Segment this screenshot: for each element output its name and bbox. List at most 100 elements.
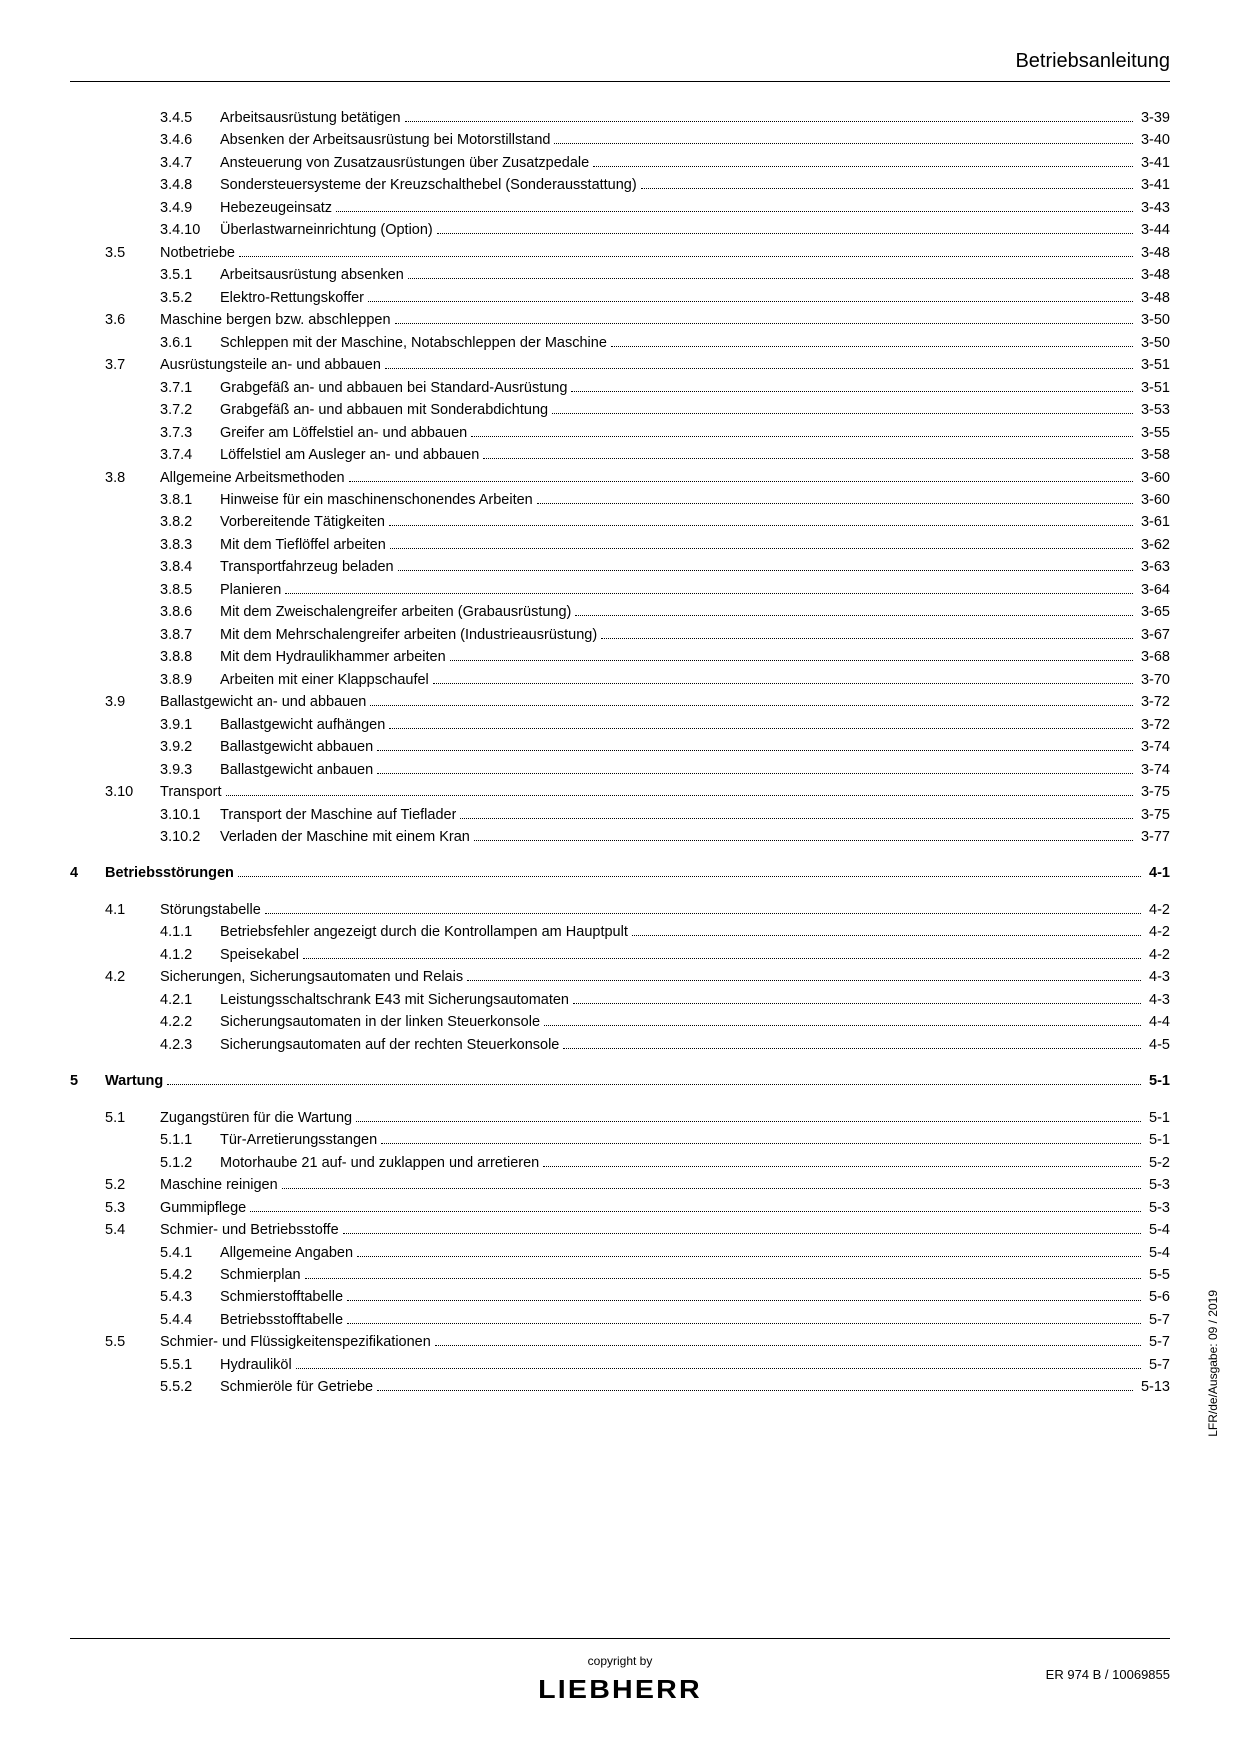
toc-title: Ballastgewicht an- und abbauen xyxy=(160,691,366,713)
toc-title: Hinweise für ein maschinenschonendes Arb… xyxy=(220,489,533,511)
toc-title: Mit dem Mehrschalengreifer arbeiten (Ind… xyxy=(220,624,597,646)
toc-leader-dots xyxy=(390,548,1133,549)
toc-page: 3-75 xyxy=(1137,804,1170,826)
toc-leader-dots xyxy=(167,1084,1141,1085)
toc-title: Transport der Maschine auf Tieflader xyxy=(220,804,456,826)
toc-title: Schmieröle für Getriebe xyxy=(220,1376,373,1398)
toc-row: 3.4.8Sondersteuersysteme der Kreuzschalt… xyxy=(70,174,1170,196)
toc-row: 4.1.1Betriebsfehler angezeigt durch die … xyxy=(70,921,1170,943)
toc-subsection-num: 3.8.7 xyxy=(160,624,220,646)
toc-subsection-num: 3.4.8 xyxy=(160,174,220,196)
toc-title: Schmier- und Flüssigkeitenspezifikatione… xyxy=(160,1331,431,1353)
toc-leader-dots xyxy=(408,278,1133,279)
toc-page: 3-61 xyxy=(1137,511,1170,533)
toc-leader-dots xyxy=(349,481,1133,482)
toc-title: Störungstabelle xyxy=(160,899,261,921)
toc-row: 3.10.1Transport der Maschine auf Tieflad… xyxy=(70,804,1170,826)
toc-row: 5.5.1Hydrauliköl 5-7 xyxy=(70,1354,1170,1376)
toc-subsection-num: 3.6.1 xyxy=(160,332,220,354)
toc-row: 3.8.8Mit dem Hydraulikhammer arbeiten 3-… xyxy=(70,646,1170,668)
toc-page: 4-4 xyxy=(1145,1011,1170,1033)
toc-title: Mit dem Hydraulikhammer arbeiten xyxy=(220,646,446,668)
toc-row: 3.8.5Planieren 3-64 xyxy=(70,579,1170,601)
toc-page: 3-75 xyxy=(1137,781,1170,803)
toc-page: 5-3 xyxy=(1145,1197,1170,1219)
toc-title: Schmier- und Betriebsstoffe xyxy=(160,1219,339,1241)
toc-leader-dots xyxy=(285,593,1133,594)
toc-page: 3-74 xyxy=(1137,736,1170,758)
toc-row: 4Betriebsstörungen 4-1 xyxy=(70,862,1170,884)
toc-title: Allgemeine Arbeitsmethoden xyxy=(160,467,345,489)
toc-page: 5-1 xyxy=(1145,1129,1170,1151)
toc-row: 3.6.1Schleppen mit der Maschine, Notabsc… xyxy=(70,332,1170,354)
toc-row: 3.7.3Greifer am Löffelstiel an- und abba… xyxy=(70,422,1170,444)
toc-title: Wartung xyxy=(105,1070,163,1092)
toc-page: 3-77 xyxy=(1137,826,1170,848)
toc-page: 3-53 xyxy=(1137,399,1170,421)
toc-page: 3-48 xyxy=(1137,287,1170,309)
toc-page: 3-50 xyxy=(1137,332,1170,354)
toc-title: Ballastgewicht aufhängen xyxy=(220,714,385,736)
toc-leader-dots xyxy=(377,773,1133,774)
toc-subsection-num: 3.4.9 xyxy=(160,197,220,219)
toc-title: Ballastgewicht abbauen xyxy=(220,736,373,758)
toc-subsection-num: 3.4.5 xyxy=(160,107,220,129)
toc-subsection-num: 3.10.1 xyxy=(160,804,220,826)
toc-subsection-num: 3.4.6 xyxy=(160,129,220,151)
toc-page: 5-6 xyxy=(1145,1286,1170,1308)
toc-title: Schleppen mit der Maschine, Notabschlepp… xyxy=(220,332,607,354)
toc-title: Transportfahrzeug beladen xyxy=(220,556,394,578)
toc-section-num: 4.2 xyxy=(105,966,160,988)
toc-leader-dots xyxy=(537,503,1133,504)
toc-page: 3-74 xyxy=(1137,759,1170,781)
toc-leader-dots xyxy=(368,301,1133,302)
toc-leader-dots xyxy=(571,391,1133,392)
toc-leader-dots xyxy=(575,615,1133,616)
toc-row: 3.9.1Ballastgewicht aufhängen 3-72 xyxy=(70,714,1170,736)
toc-page: 3-48 xyxy=(1137,264,1170,286)
toc-row: 3.8.3Mit dem Tieflöffel arbeiten 3-62 xyxy=(70,534,1170,556)
toc-page: 5-5 xyxy=(1145,1264,1170,1286)
toc-title: Löffelstiel am Ausleger an- und abbauen xyxy=(220,444,479,466)
toc-leader-dots xyxy=(398,570,1133,571)
toc-title: Überlastwarneinrichtung (Option) xyxy=(220,219,433,241)
toc-row: 5.5.2Schmieröle für Getriebe 5-13 xyxy=(70,1376,1170,1398)
toc-subsection-num: 4.2.2 xyxy=(160,1011,220,1033)
toc-title: Mit dem Zweischalengreifer arbeiten (Gra… xyxy=(220,601,571,623)
toc-title: Betriebsstörungen xyxy=(105,862,234,884)
toc-leader-dots xyxy=(389,728,1133,729)
toc-leader-dots xyxy=(377,750,1133,751)
toc-subsection-num: 3.7.3 xyxy=(160,422,220,444)
toc-subsection-num: 3.8.4 xyxy=(160,556,220,578)
toc-leader-dots xyxy=(239,256,1133,257)
toc-leader-dots xyxy=(347,1300,1141,1301)
toc-page: 5-7 xyxy=(1145,1354,1170,1376)
toc-leader-dots xyxy=(611,346,1133,347)
toc-leader-dots xyxy=(601,638,1133,639)
toc-title: Sondersteuersysteme der Kreuzschalthebel… xyxy=(220,174,637,196)
toc-leader-dots xyxy=(347,1323,1141,1324)
toc-subsection-num: 4.1.1 xyxy=(160,921,220,943)
toc-leader-dots xyxy=(471,436,1133,437)
toc-subsection-num: 3.8.9 xyxy=(160,669,220,691)
toc-title: Arbeiten mit einer Klappschaufel xyxy=(220,669,429,691)
toc-row: 3.9.3Ballastgewicht anbauen 3-74 xyxy=(70,759,1170,781)
toc-title: Transport xyxy=(160,781,222,803)
toc-title: Sicherungsautomaten in der linken Steuer… xyxy=(220,1011,540,1033)
toc-leader-dots xyxy=(437,233,1133,234)
toc-page: 5-4 xyxy=(1145,1242,1170,1264)
toc-page: 3-55 xyxy=(1137,422,1170,444)
toc-title: Mit dem Tieflöffel arbeiten xyxy=(220,534,386,556)
toc-page: 3-40 xyxy=(1137,129,1170,151)
toc-page: 5-3 xyxy=(1145,1174,1170,1196)
toc-subsection-num: 3.8.2 xyxy=(160,511,220,533)
toc-leader-dots xyxy=(303,958,1141,959)
toc-subsection-num: 3.9.3 xyxy=(160,759,220,781)
toc-page: 3-72 xyxy=(1137,691,1170,713)
toc-subsection-num: 3.7.2 xyxy=(160,399,220,421)
toc-subsection-num: 5.4.4 xyxy=(160,1309,220,1331)
toc-section-num: 3.9 xyxy=(105,691,160,713)
toc-title: Absenken der Arbeitsausrüstung bei Motor… xyxy=(220,129,550,151)
toc-title: Ansteuerung von Zusatzausrüstungen über … xyxy=(220,152,589,174)
toc-row: 5.2Maschine reinigen 5-3 xyxy=(70,1174,1170,1196)
